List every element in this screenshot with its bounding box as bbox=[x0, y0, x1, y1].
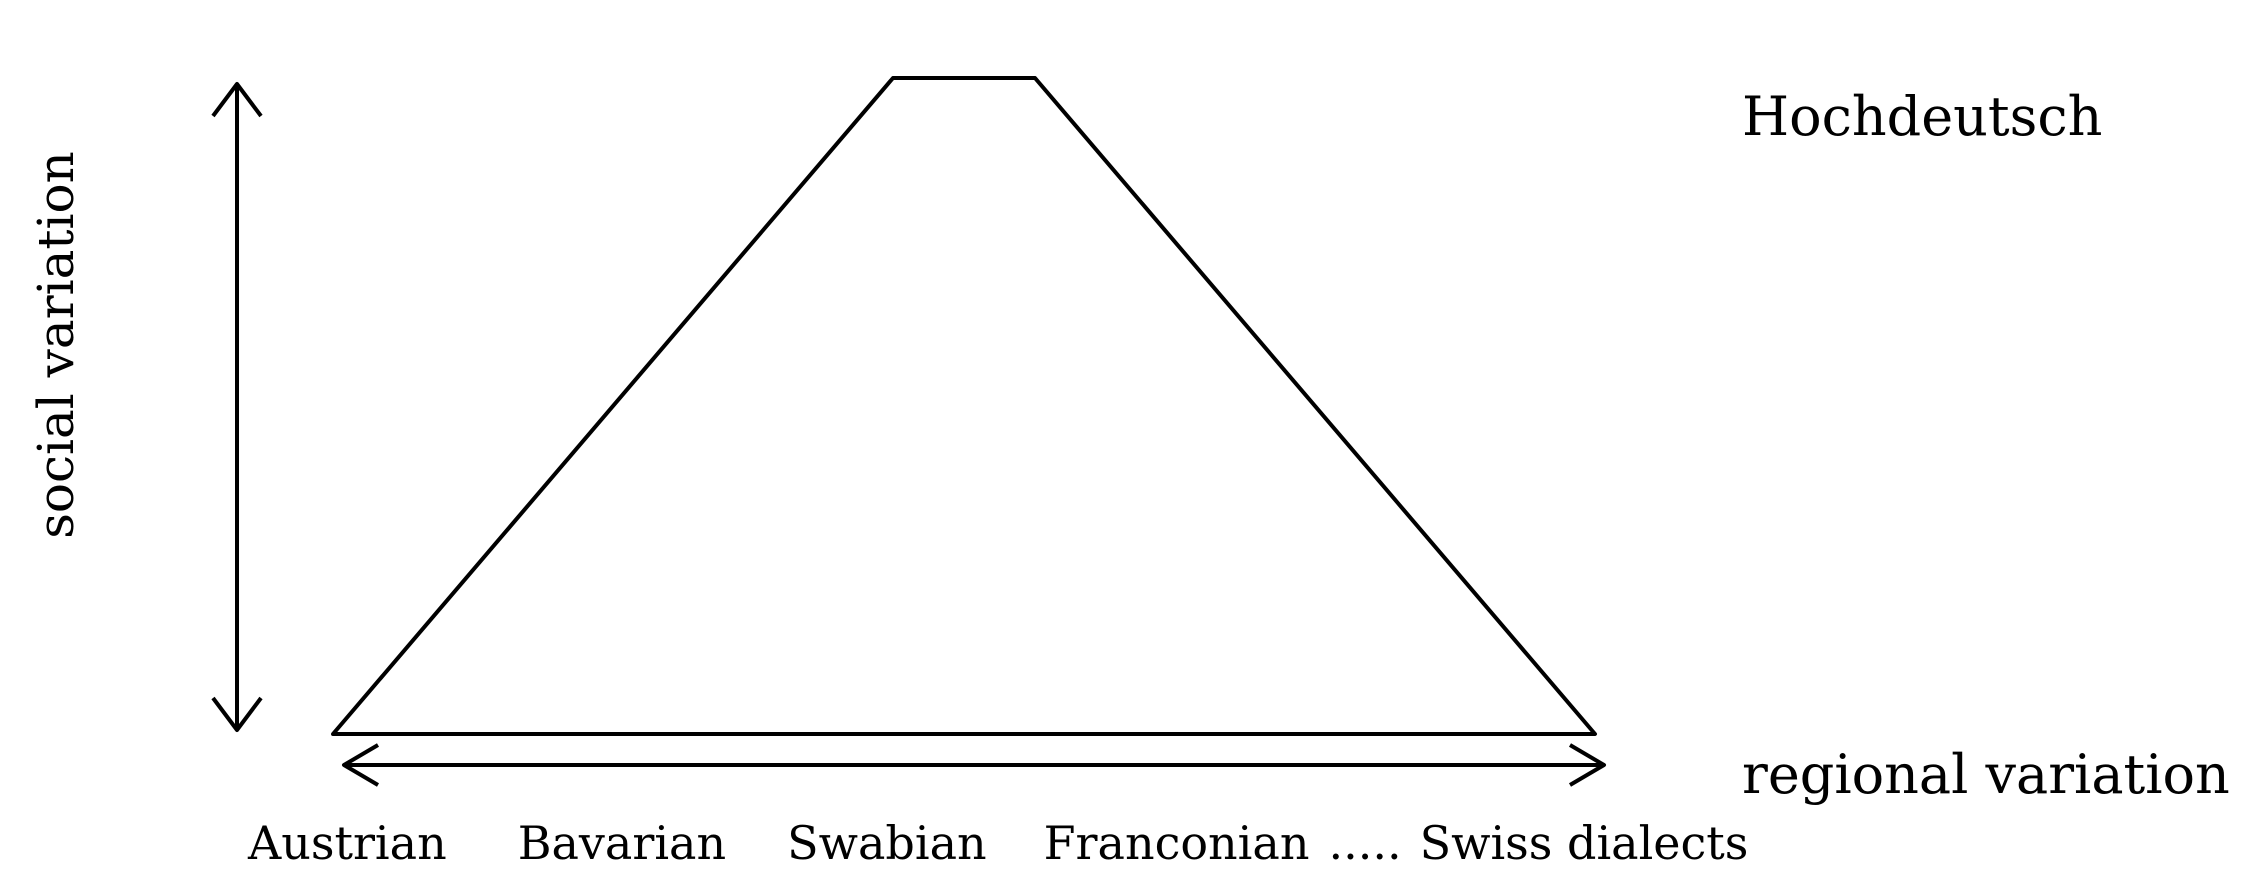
variation-trapezoid bbox=[331, 76, 1597, 736]
region-label-swiss-dialects: Swiss dialects bbox=[1419, 816, 1749, 870]
region-labels: Austrian Bavarian Swabian Franconian ...… bbox=[248, 816, 1748, 870]
regional-variation-arrow bbox=[342, 743, 1606, 787]
social-variation-label: social variation bbox=[27, 151, 85, 539]
region-label-ellipsis: ..... bbox=[1328, 816, 1402, 870]
region-label-bavarian: Bavarian bbox=[517, 816, 727, 870]
region-label-austrian: Austrian bbox=[248, 816, 447, 870]
hochdeutsch-label: Hochdeutsch bbox=[1742, 85, 2103, 148]
region-label-franconian: Franconian bbox=[1043, 816, 1310, 870]
region-label-swabian: Swabian bbox=[787, 816, 987, 870]
regional-variation-label: regional variation bbox=[1742, 743, 2230, 806]
social-variation-arrow bbox=[211, 82, 263, 732]
